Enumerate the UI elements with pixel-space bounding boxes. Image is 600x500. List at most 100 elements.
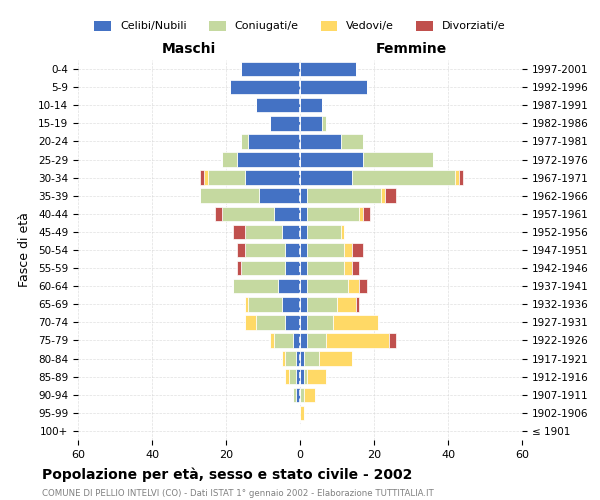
Bar bbox=[245, 224, 281, 239]
Bar bbox=[455, 170, 459, 185]
Bar bbox=[215, 206, 223, 221]
Bar bbox=[300, 80, 367, 94]
Bar bbox=[300, 406, 304, 420]
Bar bbox=[274, 333, 293, 347]
Bar bbox=[245, 243, 285, 257]
Bar bbox=[256, 315, 285, 330]
Bar bbox=[281, 352, 285, 366]
Bar bbox=[300, 297, 307, 312]
Bar bbox=[307, 279, 348, 293]
Bar bbox=[285, 370, 289, 384]
Bar bbox=[271, 116, 300, 130]
Bar bbox=[296, 370, 300, 384]
Bar bbox=[304, 370, 307, 384]
Bar bbox=[204, 170, 208, 185]
Bar bbox=[382, 188, 385, 203]
Bar bbox=[200, 170, 204, 185]
Bar bbox=[326, 333, 389, 347]
Bar bbox=[319, 352, 352, 366]
Bar bbox=[285, 352, 296, 366]
Bar bbox=[307, 333, 326, 347]
Bar bbox=[352, 243, 363, 257]
Bar bbox=[241, 134, 248, 148]
Bar bbox=[200, 188, 259, 203]
Bar bbox=[259, 188, 300, 203]
Text: Maschi: Maschi bbox=[162, 42, 216, 56]
Bar bbox=[256, 98, 300, 112]
Bar bbox=[241, 261, 285, 276]
Bar bbox=[300, 243, 307, 257]
Bar bbox=[304, 388, 315, 402]
Bar bbox=[223, 206, 274, 221]
Bar bbox=[300, 134, 341, 148]
Bar bbox=[300, 352, 304, 366]
Bar bbox=[341, 134, 363, 148]
Bar bbox=[289, 370, 296, 384]
Bar bbox=[334, 315, 378, 330]
Bar bbox=[307, 206, 359, 221]
Bar bbox=[300, 98, 322, 112]
Bar bbox=[307, 188, 382, 203]
Bar bbox=[337, 297, 355, 312]
Bar bbox=[300, 261, 307, 276]
Bar bbox=[359, 206, 363, 221]
Bar bbox=[352, 261, 359, 276]
Bar bbox=[245, 315, 256, 330]
Bar bbox=[271, 333, 274, 347]
Bar bbox=[322, 116, 326, 130]
Bar bbox=[355, 297, 359, 312]
Bar bbox=[363, 152, 433, 167]
Bar bbox=[274, 206, 300, 221]
Bar bbox=[300, 206, 307, 221]
Bar bbox=[245, 297, 248, 312]
Bar bbox=[241, 62, 300, 76]
Bar bbox=[296, 352, 300, 366]
Bar bbox=[307, 243, 344, 257]
Bar bbox=[208, 170, 245, 185]
Legend: Celibi/Nubili, Coniugati/e, Vedovi/e, Divorziati/e: Celibi/Nubili, Coniugati/e, Vedovi/e, Di… bbox=[90, 16, 510, 36]
Bar bbox=[237, 152, 300, 167]
Bar bbox=[300, 152, 363, 167]
Bar bbox=[222, 152, 237, 167]
Bar bbox=[300, 279, 307, 293]
Bar bbox=[233, 279, 278, 293]
Bar bbox=[307, 261, 344, 276]
Text: Femmine: Femmine bbox=[376, 42, 446, 56]
Bar bbox=[300, 315, 307, 330]
Bar bbox=[307, 315, 334, 330]
Text: Popolazione per età, sesso e stato civile - 2002: Popolazione per età, sesso e stato civil… bbox=[42, 468, 412, 482]
Bar bbox=[304, 352, 319, 366]
Bar bbox=[352, 170, 455, 185]
Bar bbox=[359, 279, 367, 293]
Bar bbox=[296, 388, 300, 402]
Bar bbox=[230, 80, 300, 94]
Bar bbox=[459, 170, 463, 185]
Bar bbox=[285, 261, 300, 276]
Bar bbox=[300, 116, 322, 130]
Bar bbox=[348, 279, 359, 293]
Bar bbox=[281, 297, 300, 312]
Bar bbox=[245, 170, 300, 185]
Bar bbox=[281, 224, 300, 239]
Bar bbox=[341, 224, 344, 239]
Bar bbox=[363, 206, 370, 221]
Y-axis label: Fasce di età: Fasce di età bbox=[18, 212, 31, 288]
Bar bbox=[389, 333, 396, 347]
Bar bbox=[248, 297, 281, 312]
Bar bbox=[300, 370, 304, 384]
Bar bbox=[307, 297, 337, 312]
Bar bbox=[385, 188, 396, 203]
Bar bbox=[293, 388, 296, 402]
Bar bbox=[300, 333, 307, 347]
Bar bbox=[293, 333, 300, 347]
Bar bbox=[300, 388, 304, 402]
Bar bbox=[300, 224, 307, 239]
Bar bbox=[344, 261, 352, 276]
Bar bbox=[285, 315, 300, 330]
Bar bbox=[307, 224, 341, 239]
Bar bbox=[307, 370, 326, 384]
Bar bbox=[237, 261, 241, 276]
Bar bbox=[300, 62, 355, 76]
Bar bbox=[233, 224, 245, 239]
Y-axis label: Anni di nascita: Anni di nascita bbox=[596, 204, 600, 296]
